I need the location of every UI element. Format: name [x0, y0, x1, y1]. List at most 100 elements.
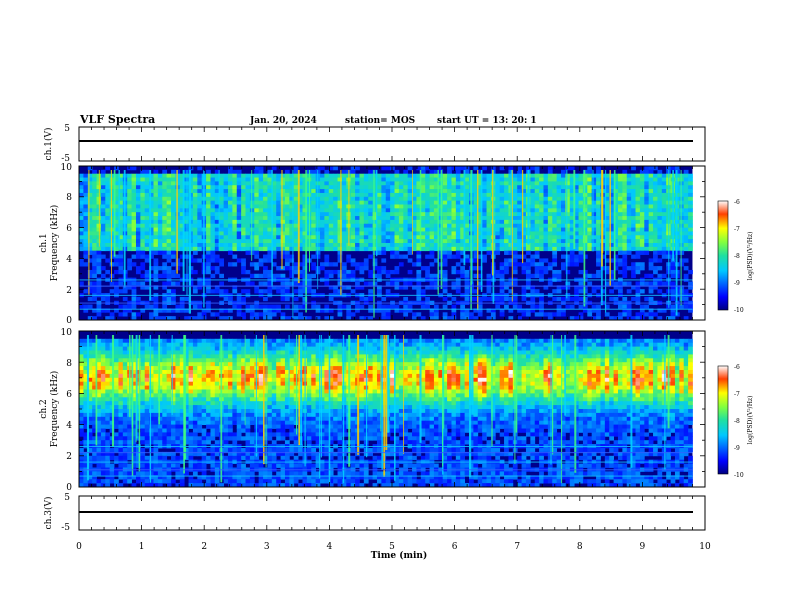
- spec1-cell: [355, 235, 360, 239]
- spec1-cell: [622, 282, 627, 286]
- ch1-cbtick-3: -9: [734, 280, 740, 287]
- spec1-cell: [557, 205, 562, 209]
- spec1-cell: [679, 247, 684, 251]
- spec2-cell: [587, 351, 592, 355]
- spec2-cell: [167, 339, 172, 343]
- spec1-cell: [359, 216, 364, 220]
- spec1-cell: [447, 212, 452, 216]
- spec1-cell: [451, 231, 456, 235]
- spec2-cell: [605, 339, 610, 343]
- spec1-cell: [381, 205, 386, 209]
- spec1-cell: [136, 174, 141, 178]
- spec2-cell: [320, 343, 325, 347]
- spec1-cell: [465, 208, 470, 212]
- spec1-cell: [259, 289, 264, 293]
- spec1-cell: [83, 201, 88, 205]
- spec1-cell: [653, 235, 658, 239]
- spec1-cell: [513, 270, 518, 274]
- spec1-cell: [565, 270, 570, 274]
- spec2-cell: [412, 343, 417, 347]
- spec1-cell: [644, 274, 649, 278]
- spec1-cell: [132, 220, 137, 224]
- spec1-cell: [662, 178, 667, 182]
- spec1-cell: [579, 201, 584, 205]
- spec1-cell: [618, 282, 623, 286]
- spec1-cell: [447, 216, 452, 220]
- spec1-cell: [167, 239, 172, 243]
- spec1-cell: [250, 220, 255, 224]
- spec1-cell: [539, 231, 544, 235]
- spec1-cell: [504, 305, 509, 309]
- spec1-cell: [539, 312, 544, 316]
- spec1-cell: [110, 197, 115, 201]
- spec1-cell: [377, 220, 382, 224]
- spec1-cell: [381, 174, 386, 178]
- spec1-cell: [281, 185, 286, 189]
- spec1-cell: [662, 220, 667, 224]
- spec1-cell: [513, 282, 518, 286]
- spec1-cell: [368, 305, 373, 309]
- spec1-cell: [246, 208, 251, 212]
- spec1-cell: [535, 262, 540, 266]
- spec1-cell: [557, 212, 562, 216]
- spec1-cell: [539, 208, 544, 212]
- ch1-waveform-panel: 5 -5 ch.1(V): [43, 124, 705, 164]
- spec1-cell: [193, 247, 198, 251]
- spec1-cell: [662, 274, 667, 278]
- spec1-cell: [246, 228, 251, 232]
- spec2-cell: [359, 351, 364, 355]
- spec1-cell: [241, 197, 246, 201]
- spec2-cell: [460, 339, 465, 343]
- spec1-cell: [451, 228, 456, 232]
- spec1-cell: [684, 297, 689, 301]
- spec1-cell: [114, 270, 119, 274]
- spec1-cell: [451, 205, 456, 209]
- spec1-cell: [246, 212, 251, 216]
- spec1-cell: [153, 216, 158, 220]
- spec1-cell: [210, 235, 215, 239]
- spec1-cell: [662, 197, 667, 201]
- spec1-cell: [105, 193, 110, 197]
- spec1-cell: [368, 274, 373, 278]
- spec1-cell: [526, 312, 531, 316]
- spec1-cell: [263, 255, 268, 259]
- spec1-cell: [662, 205, 667, 209]
- spec1-cell: [101, 224, 106, 228]
- spec1-cell: [346, 258, 351, 262]
- spec1-cell: [153, 235, 158, 239]
- spec1-cell: [657, 193, 662, 197]
- spec1-cell: [649, 193, 654, 197]
- spec1-cell: [487, 205, 492, 209]
- spec1-cell: [627, 212, 632, 216]
- spec1-cell: [395, 266, 400, 270]
- spec1-cell: [259, 166, 264, 170]
- spec1-cell: [535, 289, 540, 293]
- spec1-cell: [443, 220, 448, 224]
- spec1-cell: [495, 174, 500, 178]
- spec1-cell: [425, 243, 430, 247]
- spec1-cell: [158, 247, 163, 251]
- spec1-cell: [136, 197, 141, 201]
- spec1-cell: [241, 270, 246, 274]
- spec1-cell: [570, 305, 575, 309]
- spec1-cell: [565, 235, 570, 239]
- spec1-cell: [653, 247, 658, 251]
- spec1-cell: [679, 262, 684, 266]
- spec1-cell: [636, 174, 641, 178]
- spec1-cell: [83, 174, 88, 178]
- spec1-cell: [640, 235, 645, 239]
- spec1-cell: [342, 201, 347, 205]
- spec1-cell: [241, 235, 246, 239]
- spec1-cell: [399, 189, 404, 193]
- spec1-cell: [539, 247, 544, 251]
- spec2-cell: [587, 354, 592, 358]
- spec1-cell: [627, 289, 632, 293]
- spec1-cell: [684, 216, 689, 220]
- spec1-cell: [132, 189, 137, 193]
- spec1-cell: [219, 193, 224, 197]
- spec2-cell: [215, 339, 220, 343]
- spec1-cell: [171, 289, 176, 293]
- spec1-cell: [552, 220, 557, 224]
- spec1-cell: [342, 205, 347, 209]
- spec1-cell: [219, 282, 224, 286]
